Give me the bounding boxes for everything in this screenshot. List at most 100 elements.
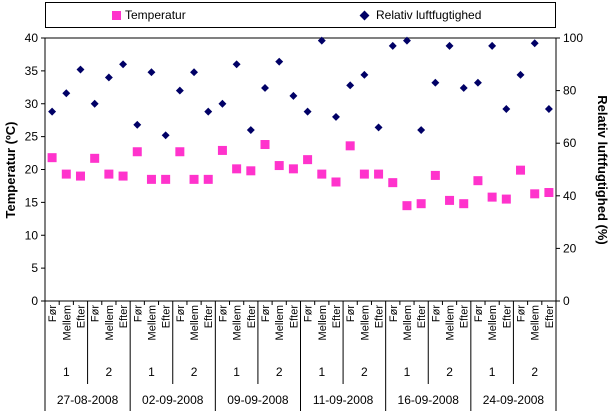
temperatur-point [175, 147, 185, 157]
luftfugtighed-point [190, 68, 199, 77]
temperatur-point [388, 178, 398, 188]
diamond-marker-icon [359, 10, 370, 20]
phase-label: Mellem [402, 305, 414, 340]
temperatur-point [530, 189, 540, 199]
plot-frame [44, 37, 557, 302]
phase-label: Mellem [317, 305, 329, 340]
square-marker-icon [112, 10, 121, 20]
phase-label: Mellem [274, 305, 286, 340]
date-label: 09-09-2008 [227, 393, 289, 407]
luftfugtighed-point [90, 99, 99, 108]
phase-label: Før [260, 305, 272, 322]
temperatur-point [118, 171, 128, 181]
temperatur-point [61, 169, 71, 179]
luftfugtighed-point [516, 70, 525, 79]
luftfugtighed-point [62, 89, 71, 98]
temperatur-point [132, 147, 142, 157]
group-label: 2 [276, 365, 283, 379]
temperatur-point [331, 177, 341, 187]
phase-label: Før [175, 305, 187, 322]
phase-label: Mellem [232, 305, 244, 340]
phase-label: Efter [203, 305, 215, 329]
phase-label: Før [345, 305, 357, 322]
luftfugtighed-point [133, 120, 142, 129]
phase-label: Efter [75, 305, 87, 329]
group-label: 2 [106, 365, 113, 379]
phase-label: Efter [118, 305, 130, 329]
temperatur-point [445, 195, 455, 205]
temperatur-point [317, 169, 327, 179]
phase-label: Før [430, 305, 442, 322]
luftfugtighed-point [360, 70, 369, 79]
legend-label-temperatur: Temperatur [125, 8, 186, 22]
phase-label: Efter [161, 305, 173, 329]
luftfugtighed-point [303, 107, 312, 116]
luftfugtighed-point [346, 81, 355, 90]
luftfugtighed-point [218, 99, 227, 108]
phase-label: Før [388, 305, 400, 322]
luftfugtighed-point [388, 41, 397, 50]
luftfugtighed-point [76, 65, 85, 74]
date-label: 24-09-2008 [483, 393, 545, 407]
phase-label: Efter [459, 305, 471, 329]
phase-label: Før [516, 305, 528, 322]
luftfugtighed-point [261, 84, 269, 92]
luftfugtighed-point [232, 60, 241, 69]
phase-label: Mellem [487, 305, 499, 340]
phase-label: Mellem [189, 305, 201, 340]
y-tick-label-left: 40 [25, 31, 39, 45]
temperatur-point [189, 174, 199, 184]
temperatur-point [374, 169, 384, 179]
phase-label: Efter [501, 305, 513, 329]
temperatur-point [359, 169, 369, 179]
y-tick-label-left: 25 [25, 130, 39, 144]
luftfugtighed-point [204, 107, 213, 116]
temperatur-point [288, 164, 298, 174]
group-label: 1 [233, 365, 240, 379]
phase-label: Før [47, 305, 59, 322]
date-label: 11-09-2008 [313, 393, 374, 407]
phase-label: Efter [288, 305, 300, 329]
y-tick-label-left: 30 [25, 97, 39, 111]
y-axis-title-left: Temperatur (ºC) [3, 122, 18, 219]
phase-label: Mellem [530, 305, 542, 340]
temperatur-point [232, 164, 242, 174]
luftfugtighed-point [119, 60, 128, 69]
phase-label: Mellem [445, 305, 457, 340]
group-label: 2 [191, 365, 198, 379]
luftfugtighed-point [502, 105, 511, 113]
group-label: 1 [318, 365, 325, 379]
phase-label: Efter [374, 305, 386, 329]
temperatur-point [75, 171, 85, 181]
temperatur-point [161, 174, 171, 184]
phase-label: Før [473, 305, 485, 322]
temperatur-point [246, 166, 256, 176]
group-label: 1 [148, 365, 155, 379]
y-tick-label-right: 100 [563, 31, 583, 45]
luftfugtighed-point [374, 123, 383, 132]
y-tick-label-left: 10 [25, 228, 39, 242]
luftfugtighed-point [459, 84, 468, 92]
legend: Temperatur Relativ luftfugtighed [45, 2, 556, 28]
phase-label: Efter [331, 305, 343, 329]
y-axis-title-right: Relativ luftfugtighed (%) [595, 95, 610, 245]
phase-label: Før [217, 305, 229, 322]
tick-labels: 0 5 10 15 20 25 30 35 40 0 20 40 60 80 100 [25, 31, 584, 308]
y-tick-label-left: 0 [31, 294, 38, 308]
group-label: 1 [63, 365, 70, 379]
data-marks [47, 36, 554, 211]
luftfugtighed-point [417, 126, 426, 135]
luftfugtighed-point [275, 57, 284, 66]
group-label: 2 [361, 365, 368, 379]
temperatur-point [402, 201, 412, 211]
y-tick-label-right: 0 [563, 294, 570, 308]
date-label: 02-09-2008 [142, 393, 204, 407]
date-label: 16-09-2008 [398, 393, 460, 407]
temperatur-point [416, 199, 426, 209]
luftfugtighed-point [332, 112, 340, 121]
phase-label: Efter [416, 305, 428, 329]
temperatur-point [501, 194, 511, 204]
legend-label-relativ-luftfugtighed: Relativ luftfugtighed [376, 8, 482, 22]
temperatur-point [544, 188, 554, 198]
